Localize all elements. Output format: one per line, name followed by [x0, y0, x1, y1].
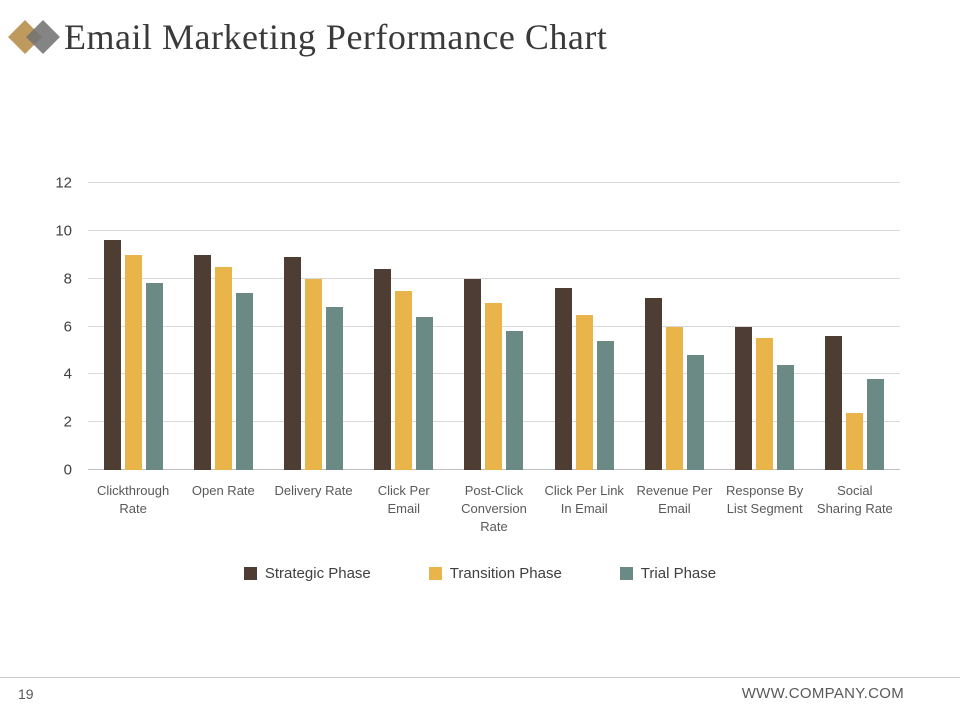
bar-group: [359, 183, 449, 470]
bar-group: [449, 183, 539, 470]
gridline: [88, 182, 900, 183]
plot-area: [88, 182, 900, 470]
diamond-gray-icon: [26, 20, 60, 54]
y-tick-label: 0: [63, 461, 72, 479]
x-axis-labels: Clickthrough Rate Open Rate Delivery Rate C…: [88, 482, 900, 537]
y-tick-label: 12: [55, 174, 72, 192]
bar-transition-phase: [846, 412, 864, 470]
bar-group: [810, 183, 900, 470]
legend-item: Strategic Phase: [243, 565, 371, 582]
bar-trial-phase: [686, 355, 704, 470]
page-title: Email Marketing Performance Chart: [64, 17, 608, 57]
legend-item: Transition Phase: [428, 565, 562, 582]
bar-group: [88, 183, 178, 470]
bar-trial-phase: [506, 331, 524, 470]
bar-group: [720, 183, 810, 470]
legend-item: Trial Phase: [619, 565, 717, 582]
x-axis-label: Click Per Email: [377, 483, 430, 517]
bar-trial-phase: [235, 293, 253, 470]
bar-strategic-phase: [193, 254, 211, 470]
slide-header: Email Marketing Performance Chart: [8, 14, 608, 60]
y-tick-label: 6: [63, 318, 72, 335]
bar-strategic-phase: [374, 269, 392, 470]
bar-transition-phase: [305, 278, 323, 470]
legend-label: Trial Phase: [640, 565, 717, 582]
y-tick-label: 10: [55, 222, 72, 240]
legend-swatch: [619, 567, 633, 580]
x-axis-label: Social Sharing Rate: [816, 483, 893, 517]
x-axis-label: Open Rate: [191, 483, 255, 498]
bar-group: [268, 183, 358, 470]
bar-trial-phase: [777, 364, 795, 470]
x-axis-label: Delivery Rate: [274, 483, 353, 498]
bar-strategic-phase: [825, 336, 843, 470]
bar-transition-phase: [214, 266, 232, 470]
bar-strategic-phase: [644, 297, 662, 470]
y-tick-label: 4: [63, 365, 72, 383]
bar-trial-phase: [326, 307, 344, 470]
logo-diamonds-icon: [8, 14, 64, 60]
bar-strategic-phase: [554, 288, 572, 470]
bar-group: [178, 183, 268, 470]
x-axis-label: Response By List Segment: [725, 483, 804, 517]
bar-strategic-phase: [103, 240, 121, 470]
bar-trial-phase: [145, 283, 163, 470]
x-axis-label: Revenue Per Email: [636, 483, 713, 517]
y-tick-label: 2: [63, 413, 72, 431]
footer-divider: [0, 677, 960, 678]
bar-strategic-phase: [284, 257, 302, 470]
bar-transition-phase: [756, 338, 774, 470]
page-number: 19: [18, 686, 34, 702]
gridline: [88, 277, 900, 279]
gridline: [88, 229, 900, 231]
x-axis-label: Click Per Link In Email: [544, 483, 624, 517]
bar-group: [539, 183, 629, 470]
bar-transition-phase: [665, 326, 683, 470]
x-axis-label: Clickthrough Rate: [96, 483, 170, 517]
legend-swatch: [243, 567, 257, 580]
bar-trial-phase: [596, 340, 614, 470]
bar-transition-phase: [124, 254, 142, 470]
x-axis-label: Post-Click Conversion Rate: [461, 483, 527, 535]
chart-legend: Strategic Phase Transition Phase Trial Pha…: [0, 565, 960, 582]
legend-label: Transition Phase: [449, 565, 562, 582]
bar-groups: [88, 183, 900, 470]
bar-transition-phase: [485, 302, 503, 470]
bar-trial-phase: [416, 316, 434, 470]
legend-swatch: [428, 567, 442, 580]
footer-url: WWW.COMPANY.COM: [741, 685, 904, 702]
bar-transition-phase: [395, 290, 413, 470]
legend-label: Strategic Phase: [264, 565, 371, 582]
bar-strategic-phase: [735, 326, 753, 470]
y-tick-label: 8: [63, 270, 72, 288]
bar-group: [629, 183, 719, 470]
bar-strategic-phase: [464, 278, 482, 470]
y-axis: 0 2 4 6 8 10 12: [40, 176, 80, 478]
bar-transition-phase: [575, 314, 593, 470]
bar-trial-phase: [867, 379, 885, 470]
